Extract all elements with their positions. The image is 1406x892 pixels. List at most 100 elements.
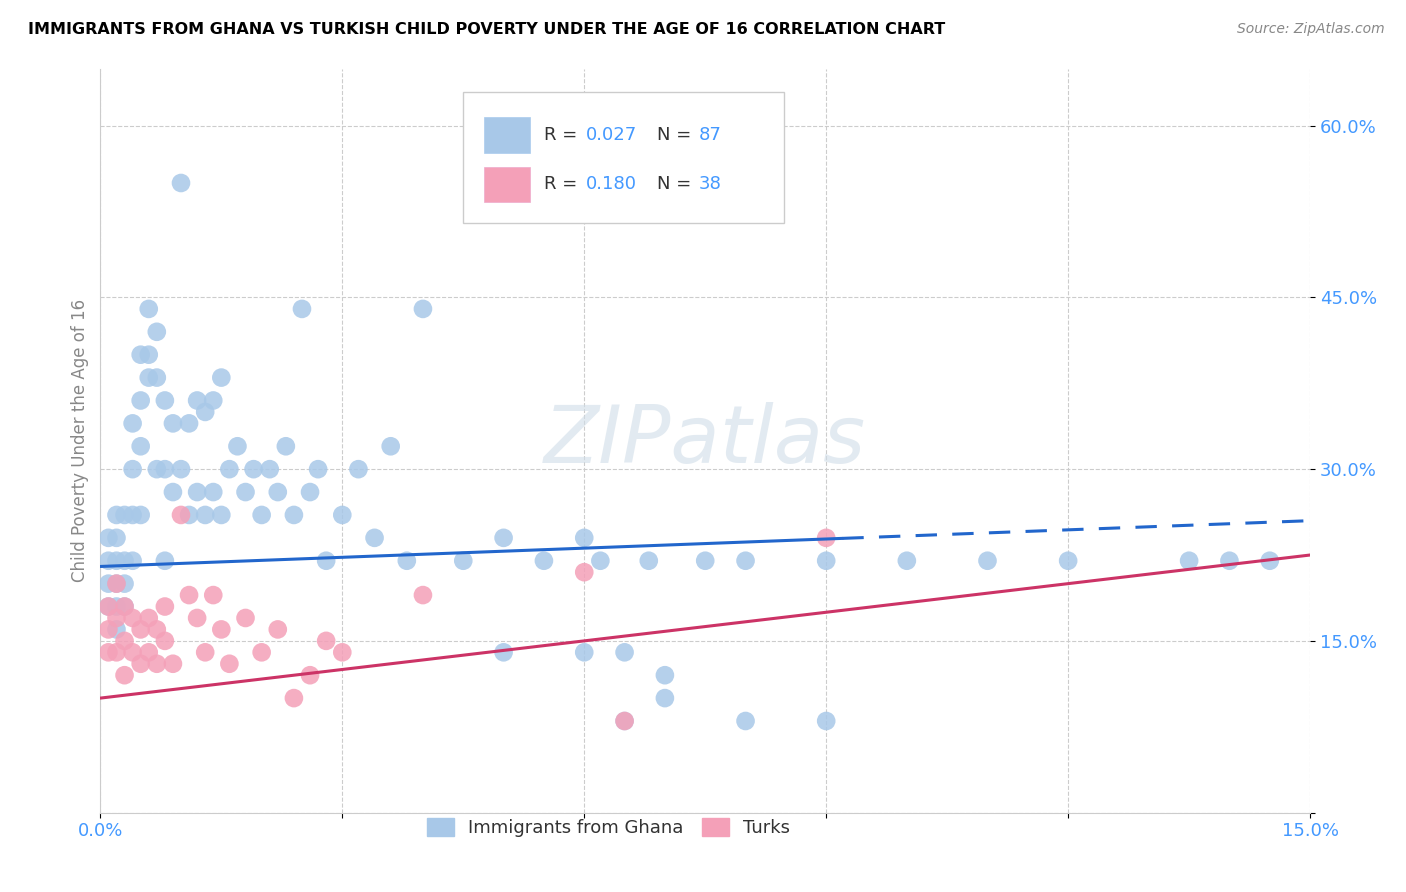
Point <box>121 462 143 476</box>
FancyBboxPatch shape <box>484 118 530 153</box>
Point <box>209 508 232 522</box>
Point <box>129 393 152 408</box>
Point <box>105 531 128 545</box>
Point <box>250 508 273 522</box>
Point <box>121 508 143 522</box>
Point <box>114 633 136 648</box>
Point <box>1178 554 1201 568</box>
Point <box>153 462 176 476</box>
Point <box>97 599 120 614</box>
Point <box>637 554 659 568</box>
Text: Source: ZipAtlas.com: Source: ZipAtlas.com <box>1237 22 1385 37</box>
Point <box>299 485 322 500</box>
Point <box>734 554 756 568</box>
Point <box>105 554 128 568</box>
Point <box>138 611 160 625</box>
Point <box>194 405 217 419</box>
Point <box>162 657 184 671</box>
FancyBboxPatch shape <box>463 93 785 222</box>
Point <box>97 599 120 614</box>
Point <box>363 531 385 545</box>
Point <box>121 554 143 568</box>
Point <box>283 508 305 522</box>
Point <box>412 301 434 316</box>
Point <box>654 691 676 706</box>
Point <box>896 554 918 568</box>
Point <box>492 645 515 659</box>
Point <box>412 588 434 602</box>
Point <box>105 611 128 625</box>
Point <box>170 508 193 522</box>
Point <box>347 462 370 476</box>
Point <box>162 485 184 500</box>
Point <box>815 531 838 545</box>
Point <box>1258 554 1281 568</box>
Point <box>259 462 281 476</box>
Point <box>105 576 128 591</box>
Point <box>734 714 756 728</box>
Point <box>315 554 337 568</box>
FancyBboxPatch shape <box>484 167 530 202</box>
Point <box>589 554 612 568</box>
Point <box>177 508 200 522</box>
Point <box>138 645 160 659</box>
Point <box>121 645 143 659</box>
Point <box>976 554 998 568</box>
Point <box>162 417 184 431</box>
Point <box>242 462 264 476</box>
Point <box>105 599 128 614</box>
Text: 38: 38 <box>699 176 723 194</box>
Point <box>654 668 676 682</box>
Point <box>218 462 240 476</box>
Point <box>613 645 636 659</box>
Point <box>330 645 353 659</box>
Point <box>153 633 176 648</box>
Point <box>613 714 636 728</box>
Point <box>121 611 143 625</box>
Point <box>194 645 217 659</box>
Text: 0.027: 0.027 <box>585 127 637 145</box>
Point <box>267 485 290 500</box>
Text: R =: R = <box>544 176 583 194</box>
Point <box>129 439 152 453</box>
Point <box>574 565 596 579</box>
Point <box>209 370 232 384</box>
Point <box>451 554 474 568</box>
Point <box>1218 554 1240 568</box>
Point <box>380 439 402 453</box>
Point <box>114 576 136 591</box>
Point <box>97 554 120 568</box>
Y-axis label: Child Poverty Under the Age of 16: Child Poverty Under the Age of 16 <box>72 299 89 582</box>
Point <box>146 325 169 339</box>
Point <box>574 531 596 545</box>
Point <box>153 393 176 408</box>
Point <box>202 485 225 500</box>
Point <box>395 554 418 568</box>
Point <box>291 301 314 316</box>
Point <box>105 623 128 637</box>
Text: ZIPatlas: ZIPatlas <box>544 401 866 480</box>
Point <box>186 485 208 500</box>
Point <box>138 301 160 316</box>
Point <box>218 657 240 671</box>
Point <box>307 462 329 476</box>
Point <box>114 599 136 614</box>
Point <box>129 348 152 362</box>
Point <box>153 599 176 614</box>
Point <box>274 439 297 453</box>
Point <box>250 645 273 659</box>
Point <box>97 531 120 545</box>
Point <box>114 508 136 522</box>
Text: N =: N = <box>657 176 697 194</box>
Point <box>283 691 305 706</box>
Text: 87: 87 <box>699 127 723 145</box>
Point <box>267 623 290 637</box>
Point <box>129 623 152 637</box>
Point <box>146 623 169 637</box>
Point <box>695 554 717 568</box>
Point <box>613 714 636 728</box>
Point <box>114 554 136 568</box>
Point <box>1057 554 1080 568</box>
Text: 0.180: 0.180 <box>585 176 637 194</box>
Point <box>121 417 143 431</box>
